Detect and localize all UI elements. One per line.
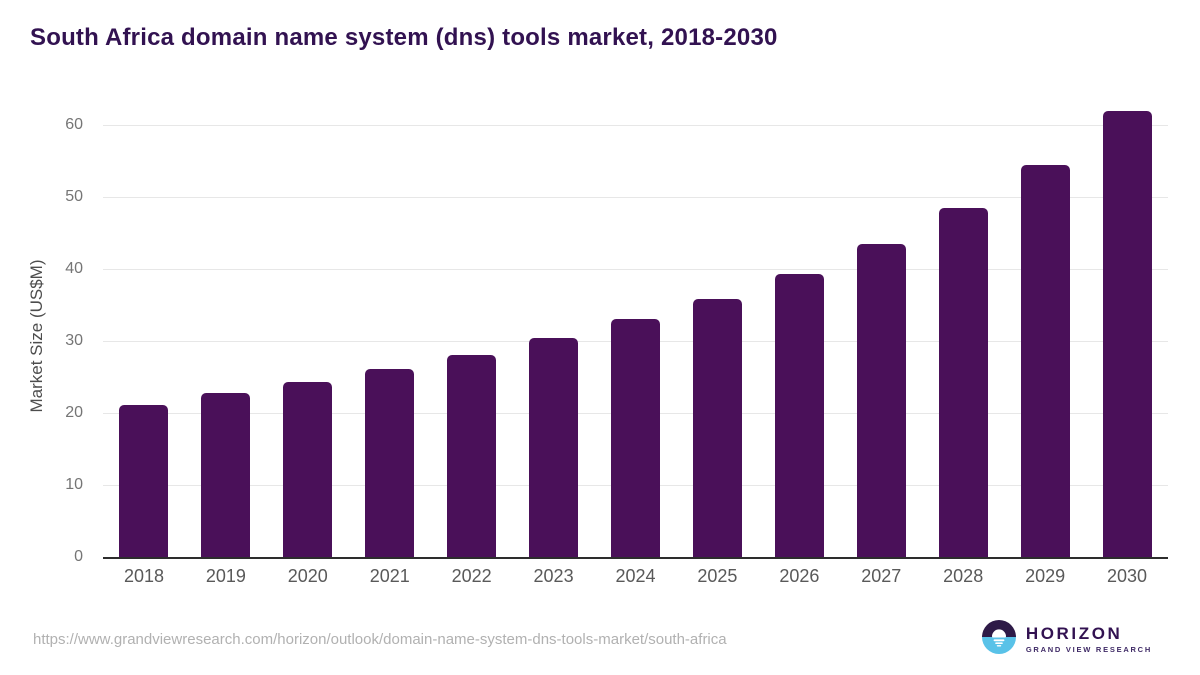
logo-tagline: GRAND VIEW RESEARCH: [1025, 644, 1152, 654]
bar-2029: [1020, 165, 1070, 557]
bar-2026: [774, 274, 824, 557]
x-axis-labels: 2018 2019 2020 2021 2022 2023 2024 2025 2026 2027…: [103, 566, 1168, 596]
y-axis-ticks: 0 10 20 30 40 50 60: [0, 107, 93, 565]
x-tick-label-2019: 2019: [205, 566, 246, 586]
gridline-40: [103, 269, 1168, 270]
x-tick-label-2029: 2029: [1025, 566, 1066, 586]
x-tick-label-2027: 2027: [861, 566, 902, 586]
x-tick-label-2024: 2024: [615, 566, 656, 586]
x-tick-label-2026: 2026: [779, 566, 820, 586]
y-tick-label-0: 0: [74, 548, 83, 565]
gridline-60: [103, 125, 1168, 126]
bar-2023: [529, 338, 579, 557]
gridline-50: [103, 197, 1168, 198]
x-tick-label-2022: 2022: [451, 566, 492, 586]
chart-title: South Africa domain name system (dns) to…: [30, 24, 778, 51]
bar-2028: [938, 207, 988, 557]
x-tick-label-2023: 2023: [533, 566, 574, 586]
bar-2025: [692, 299, 742, 557]
footer: https://www.grandviewresearch.com/horizo…: [33, 615, 1152, 663]
bar-2019: [201, 392, 251, 557]
x-tick-label-2018: 2018: [123, 566, 164, 586]
horizon-sun-icon: [981, 619, 1016, 659]
bar-2018: [119, 405, 169, 557]
source-url: https://www.grandviewresearch.com/horizo…: [33, 630, 727, 648]
x-tick-label-2028: 2028: [943, 566, 984, 586]
y-tick-label-20: 20: [65, 404, 83, 421]
x-tick-label-2020: 2020: [287, 566, 328, 586]
x-tick-label-2030: 2030: [1107, 566, 1148, 586]
bar-2030: [1102, 111, 1152, 557]
bar-2022: [447, 354, 497, 557]
bar-2020: [283, 382, 333, 557]
logo-text: HORIZON GRAND VIEW RESEARCH: [1025, 623, 1152, 654]
x-tick-label-2021: 2021: [369, 566, 410, 586]
logo-brand: HORIZON: [1025, 623, 1123, 643]
horizon-logo: HORIZON GRAND VIEW RESEARCH: [981, 619, 1152, 659]
y-tick-label-40: 40: [65, 260, 83, 277]
bar-2027: [856, 243, 906, 557]
y-tick-label-10: 10: [65, 476, 83, 493]
x-tick-label-2025: 2025: [697, 566, 738, 586]
plot-area: [103, 107, 1168, 559]
y-tick-label-50: 50: [65, 188, 83, 205]
y-tick-label-30: 30: [65, 332, 83, 349]
y-tick-label-60: 60: [65, 116, 83, 133]
bar-2021: [365, 369, 415, 557]
bar-2024: [611, 319, 660, 557]
